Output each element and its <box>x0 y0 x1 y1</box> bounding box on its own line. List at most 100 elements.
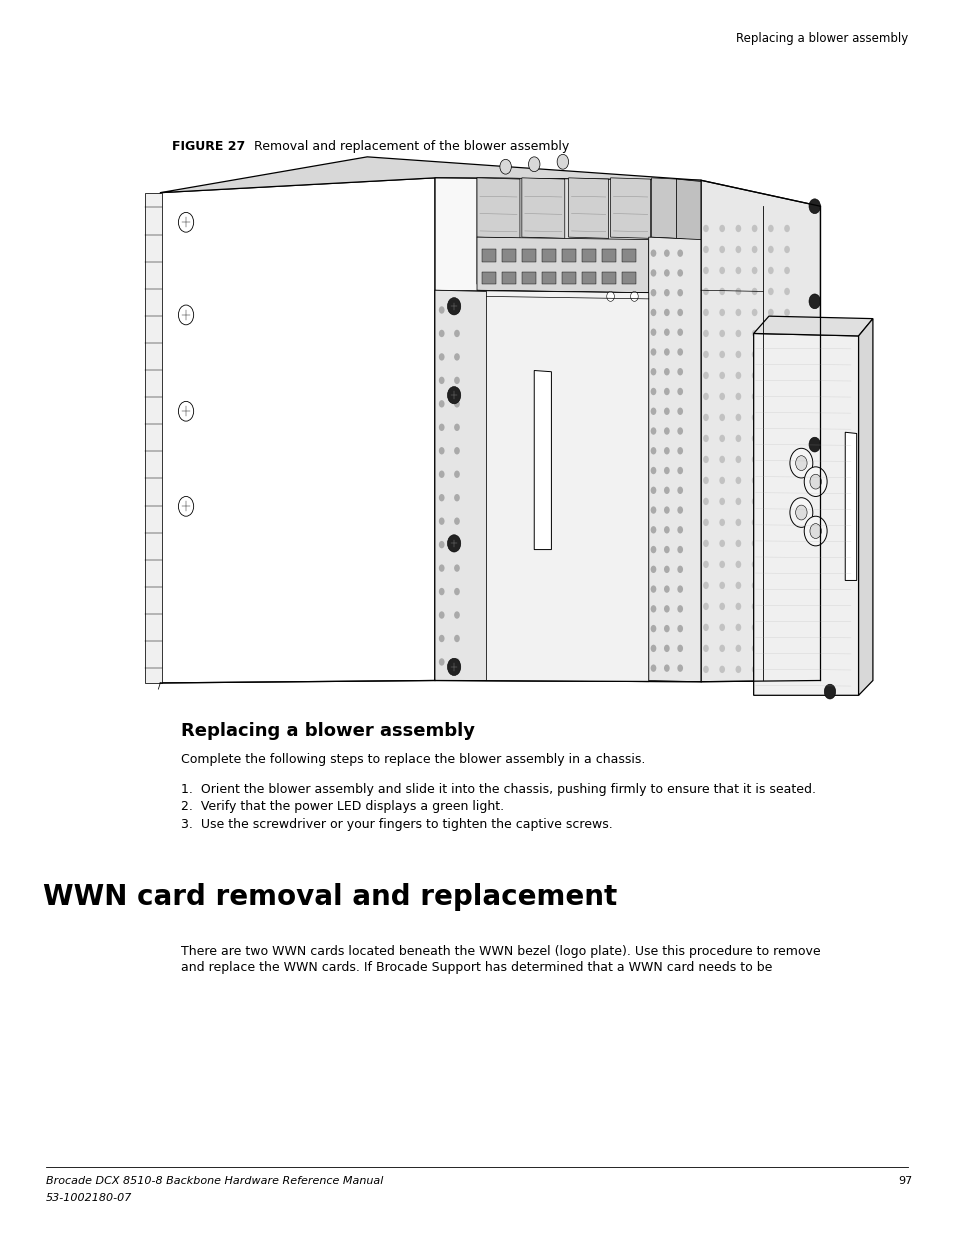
Bar <box>601 249 616 262</box>
Circle shape <box>650 249 656 257</box>
Circle shape <box>783 624 789 631</box>
Polygon shape <box>160 157 700 193</box>
Circle shape <box>438 400 444 408</box>
Text: FIGURE 27: FIGURE 27 <box>172 140 245 153</box>
Circle shape <box>454 471 459 478</box>
Circle shape <box>454 588 459 595</box>
Circle shape <box>438 494 444 501</box>
Circle shape <box>650 408 656 415</box>
Bar <box>541 272 556 284</box>
Circle shape <box>783 393 789 400</box>
Circle shape <box>783 498 789 505</box>
Circle shape <box>719 582 724 589</box>
Circle shape <box>783 330 789 337</box>
Circle shape <box>751 351 757 358</box>
Circle shape <box>454 306 459 314</box>
Circle shape <box>650 487 656 494</box>
Circle shape <box>677 348 682 356</box>
Circle shape <box>751 414 757 421</box>
Polygon shape <box>858 319 872 695</box>
Circle shape <box>438 658 444 666</box>
Circle shape <box>650 447 656 454</box>
Circle shape <box>702 330 708 337</box>
Circle shape <box>735 246 740 253</box>
Circle shape <box>663 408 669 415</box>
Circle shape <box>751 603 757 610</box>
Circle shape <box>454 658 459 666</box>
Circle shape <box>650 348 656 356</box>
Circle shape <box>438 353 444 361</box>
Circle shape <box>650 585 656 593</box>
Circle shape <box>702 246 708 253</box>
Circle shape <box>677 585 682 593</box>
Circle shape <box>719 267 724 274</box>
Circle shape <box>767 624 773 631</box>
Circle shape <box>783 456 789 463</box>
Circle shape <box>735 372 740 379</box>
Circle shape <box>719 666 724 673</box>
Circle shape <box>783 519 789 526</box>
Circle shape <box>783 435 789 442</box>
Circle shape <box>677 625 682 632</box>
Circle shape <box>751 225 757 232</box>
Circle shape <box>650 645 656 652</box>
Circle shape <box>438 517 444 525</box>
Circle shape <box>735 330 740 337</box>
Circle shape <box>719 477 724 484</box>
Circle shape <box>719 246 724 253</box>
Polygon shape <box>651 178 676 238</box>
Circle shape <box>178 212 193 232</box>
Text: 97: 97 <box>898 1176 912 1186</box>
Circle shape <box>663 605 669 613</box>
Circle shape <box>677 329 682 336</box>
Circle shape <box>735 624 740 631</box>
Circle shape <box>783 267 789 274</box>
Circle shape <box>677 388 682 395</box>
Circle shape <box>719 603 724 610</box>
Circle shape <box>438 447 444 454</box>
Circle shape <box>809 474 821 489</box>
Circle shape <box>735 435 740 442</box>
Circle shape <box>447 658 460 676</box>
Circle shape <box>438 611 444 619</box>
Circle shape <box>677 664 682 672</box>
Bar <box>541 249 556 262</box>
Circle shape <box>650 664 656 672</box>
Circle shape <box>719 645 724 652</box>
Text: 2.  Verify that the power LED displays a green light.: 2. Verify that the power LED displays a … <box>181 800 504 814</box>
Circle shape <box>663 566 669 573</box>
Text: There are two WWN cards located beneath the WWN bezel (logo plate). Use this pro: There are two WWN cards located beneath … <box>181 945 820 958</box>
Circle shape <box>650 546 656 553</box>
Circle shape <box>735 267 740 274</box>
Circle shape <box>663 447 669 454</box>
Circle shape <box>735 561 740 568</box>
Circle shape <box>650 506 656 514</box>
Text: 53-1002180-07: 53-1002180-07 <box>46 1193 132 1203</box>
Circle shape <box>767 288 773 295</box>
Circle shape <box>735 456 740 463</box>
Bar <box>621 249 636 262</box>
Circle shape <box>795 505 806 520</box>
Circle shape <box>663 487 669 494</box>
Bar <box>581 249 596 262</box>
Text: 3.  Use the screwdriver or your fingers to tighten the captive screws.: 3. Use the screwdriver or your fingers t… <box>181 818 613 831</box>
Circle shape <box>751 246 757 253</box>
Circle shape <box>702 561 708 568</box>
Polygon shape <box>534 370 551 550</box>
Circle shape <box>663 329 669 336</box>
Circle shape <box>677 506 682 514</box>
Circle shape <box>789 448 812 478</box>
Circle shape <box>735 309 740 316</box>
Circle shape <box>808 199 820 214</box>
Bar <box>581 272 596 284</box>
Circle shape <box>677 526 682 534</box>
Circle shape <box>751 498 757 505</box>
Circle shape <box>663 625 669 632</box>
Circle shape <box>751 561 757 568</box>
Circle shape <box>735 498 740 505</box>
Circle shape <box>751 666 757 673</box>
Circle shape <box>438 635 444 642</box>
Circle shape <box>783 645 789 652</box>
Circle shape <box>767 225 773 232</box>
Circle shape <box>783 414 789 421</box>
